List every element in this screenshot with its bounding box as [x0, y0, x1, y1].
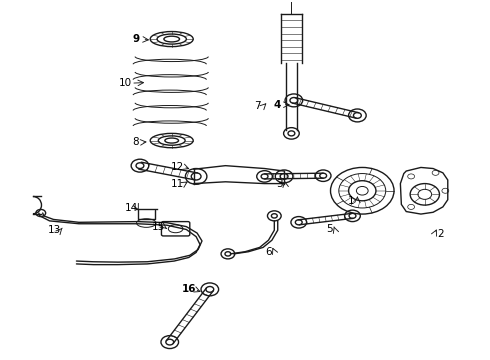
- Text: 3: 3: [276, 179, 283, 189]
- Text: 7: 7: [254, 102, 261, 112]
- Text: 2: 2: [437, 229, 444, 239]
- Text: 9: 9: [133, 35, 140, 44]
- Text: 15: 15: [151, 222, 165, 231]
- Text: 4: 4: [273, 100, 280, 110]
- Text: 8: 8: [132, 138, 138, 147]
- Text: 5: 5: [326, 225, 332, 234]
- Text: 6: 6: [265, 247, 272, 257]
- Text: 12: 12: [171, 162, 184, 172]
- Text: 16: 16: [182, 284, 196, 294]
- Text: 14: 14: [125, 203, 138, 213]
- Text: 13: 13: [48, 225, 61, 235]
- Text: 10: 10: [119, 78, 132, 88]
- Text: 1: 1: [348, 196, 355, 206]
- Text: 11: 11: [171, 179, 184, 189]
